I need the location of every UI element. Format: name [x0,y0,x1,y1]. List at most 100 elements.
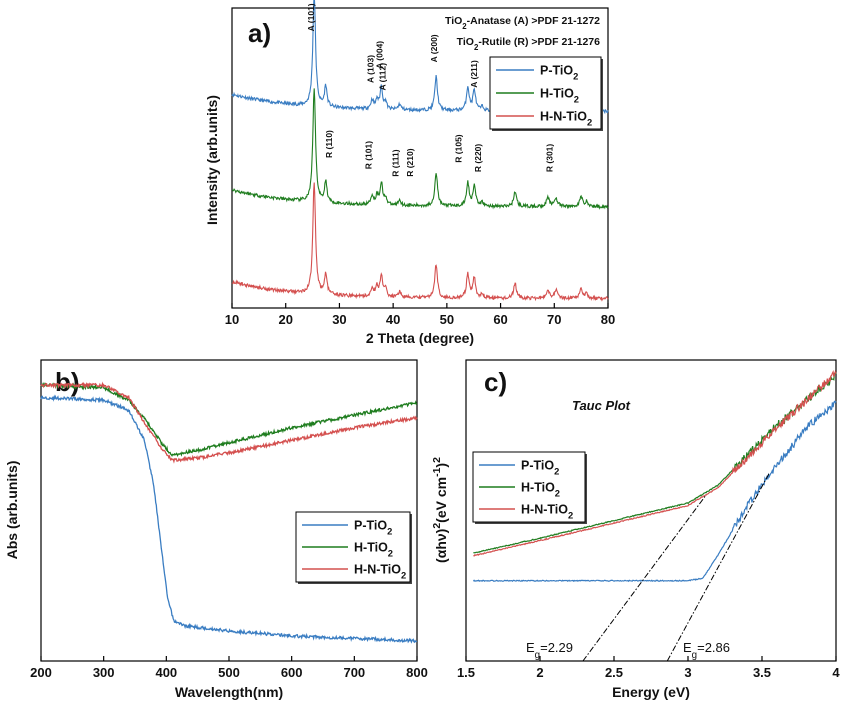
panel-a-legend-label-part: P-TiO [540,64,573,78]
panel-c-y-axis-title: (αhν)2(eV cm-1)2 [431,457,449,563]
panel-a-legend-label: P-TiO2 [540,64,578,82]
panel-a-legend-label-part: H-N-TiO [540,110,587,124]
panel-b-legend-label: H-N-TiO2 [354,563,406,581]
panel-a-xrd: 10 20 30 40 50 60 70 80 2 Theta (degree) Intensit… [204,0,615,346]
panel-a-reference-text-part: TiO [445,15,462,27]
panel-a-x-tick-label: 60 [493,312,507,327]
panel-c-series-2 [473,370,837,557]
panel-a-reference-text: TiO2-Anatase (A) >PDF 21-1272 [445,15,600,31]
panel-c-bandgap-label-part: g [535,650,540,661]
panel-c-legend-label-part: 2 [568,511,573,521]
panel-c-plot-frame [465,359,837,662]
panel-a-peak-annotation: R (301) [545,144,555,173]
panel-a-legend-label: H-N-TiO2 [540,110,592,128]
panel-b-legend-label-part: P-TiO [354,519,387,533]
panel-c-y-axis-title-part: (eV cm [433,477,449,523]
panel-a-peak-annotation: A (211) [469,60,479,88]
panel-b-x-tick-label: 700 [343,665,365,680]
panel-c-series-0 [472,400,837,583]
panel-a-x-tick-label: 10 [225,312,239,327]
panel-c-bandgap-label-part: g [692,650,697,661]
panel-b-legend-label-part: H-TiO [354,541,388,555]
panel-b-series-1 [40,381,418,457]
panel-a-legend-label-part: H-TiO [540,87,574,101]
panel-a-reference-text-part: -Anatase (A) >PDF 21-1272 [467,15,601,27]
panel-a-legend-box [489,56,602,130]
panel-b-legend-label-part: 2 [401,571,406,581]
panel-b-legend-label-part: H-N-TiO [354,563,401,577]
panel-a-reference-text-part: 2 [474,43,479,52]
panel-a-x-tick-label: 20 [278,312,292,327]
panel-c-y-axis-title-part: ) [433,463,449,468]
panel-c-legend-label: H-TiO2 [521,481,560,499]
panel-c-x-tick-label: 2 [536,665,543,680]
panel-b-legend-label: P-TiO2 [354,519,392,537]
panel-a-x-tick-label: 50 [440,312,454,327]
panel-a-legend-label-part: 2 [574,95,579,105]
panel-b-x-tick-label: 800 [406,665,428,680]
panel-c-y-axis-title-part: (αhν) [433,529,449,563]
panel-c-legend-label: H-N-TiO2 [521,503,573,521]
panel-b-series-2 [40,381,418,464]
panel-b-plot-frame [40,359,418,662]
panel-a-x-tick-label: 40 [386,312,400,327]
panel-c-y-axis-title-part: 2 [431,457,443,463]
panel-c-bandgap-label-part: =2.29 [540,640,573,655]
panel-a-x-tick-label: 70 [547,312,561,327]
panel-a-x-tick-label: 30 [332,312,346,327]
panel-c-x-tick-label: 4 [832,665,840,680]
panel-c-tangent-line [666,472,770,662]
panel-a-legend-label-part: 2 [573,72,578,82]
panel-a-peak-annotation: R (111) [391,149,401,177]
panel-b-y-axis-title: Abs (arb.units) [4,461,20,560]
panel-b-x-tick-label: 200 [30,665,52,680]
panel-a-x-axis-title: 2 Theta (degree) [366,330,474,346]
panel-b-x-axis-title: Wavelength(nm) [175,684,283,700]
panel-c-legend-label-part: H-TiO [521,481,555,495]
panel-a-y-axis-title: Intensity (arb.units) [204,95,220,225]
panel-a-peak-annotation: R (105) [453,134,463,163]
panel-c-x-tick-label: 2.5 [605,665,623,680]
panel-c-bandgap-label: Eg=2.29 [526,640,573,661]
panel-a-reference-text-part: TiO [457,36,474,48]
panel-a-series-1 [231,88,609,210]
panel-a-peak-annotation: R (220) [473,144,483,173]
panel-a-peak-annotation: R (210) [405,148,415,177]
panel-b-x-tick-label: 300 [93,665,115,680]
panel-c-legend-label-part: 2 [555,489,560,499]
panel-c-label: c) [484,367,507,397]
panel-c-bandgap-label-part: =2.86 [697,640,730,655]
panel-c-legend-label-part: H-N-TiO [521,503,568,517]
panel-a-peak-annotation: A (004) [374,41,384,69]
panel-c-legend-label-part: 2 [554,467,559,477]
panel-a-series-2 [231,182,609,302]
panel-c-legend-label: P-TiO2 [521,459,559,477]
panel-c-y-axis-title-part: 1 [431,467,443,473]
panel-c-title: Tauc Plot [572,398,631,413]
panel-a-peak-annotation: A (101) [306,3,316,31]
panel-b-legend-label-part: 2 [387,527,392,537]
panel-a-peak-annotation: A (200) [429,34,439,62]
panel-c-y-axis-title-part: - [431,473,443,477]
panel-b-absorbance: 200 300 400 500 600 700 800 Wavelength(nm) Abs (… [4,359,428,700]
panel-a-x-tick-label: 80 [601,312,615,327]
panel-b-x-tick-label: 500 [218,665,240,680]
panel-c-bandgap-label-part: E [526,640,535,655]
panel-a-legend-label-part: 2 [587,118,592,128]
panel-b-label: b) [55,367,80,397]
panel-a-legend-label: H-TiO2 [540,87,579,105]
panel-a-reference-text: TiO2-Rutile (R) >PDF 21-1276 [457,36,601,52]
panel-c-x-tick-label: 1.5 [457,665,475,680]
panel-c-x-axis-title: Energy (eV) [612,684,690,700]
panel-c-legend-label-part: P-TiO [521,459,554,473]
panel-a-peak-annotation: A (103) [365,55,375,83]
panel-b-x-tick-label: 400 [155,665,177,680]
panel-b-series-0 [40,394,418,644]
panel-c-x-tick-label: 3 [684,665,691,680]
panel-c-tangent-line [582,495,707,662]
panel-c-bandgap-label: Eg=2.86 [683,640,730,661]
panel-a-reference-text-part: 2 [462,22,467,31]
panel-a-peak-annotation: A (112) [378,63,388,91]
